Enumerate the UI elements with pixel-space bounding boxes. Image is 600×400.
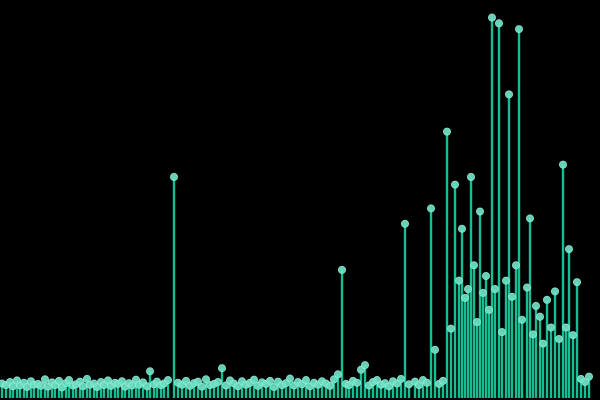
stem-marker [325,381,335,390]
stem-marker [352,378,362,387]
stem-marker [584,372,594,381]
stem-marker [36,381,46,390]
stem-marker [460,293,470,302]
stem-marker [554,334,564,344]
markers-layer [0,13,594,392]
stem-marker [64,376,74,385]
stem-marker [564,245,574,254]
stem-marker [438,376,448,385]
stem-marker [504,90,514,99]
stem-marker [472,318,482,327]
stem-marker [78,382,88,391]
stem-marker [546,323,556,332]
stem-marker [478,288,488,297]
stem-marker [360,361,370,370]
stem-marker [213,377,223,387]
stem-marker [561,323,571,332]
stem-marker [568,331,578,340]
stem-marker [497,328,507,337]
stem-marker [454,276,464,285]
stem-marker [265,376,275,385]
stem-marker [542,295,552,304]
stem-marker [511,261,521,270]
stem-marker [514,25,524,34]
stem-marker [535,312,545,321]
stem-marker [442,127,452,136]
stem-marker [457,224,467,233]
stem-marker [145,367,155,376]
stem-marker [197,382,207,391]
stem-marker [337,265,347,274]
stem-marker [501,276,511,285]
stem-marker [538,339,548,348]
stem-marker [142,382,152,391]
stem-marker [22,382,32,392]
stem-marker [217,364,227,373]
stem-marker [301,376,311,385]
stem-marker [269,382,279,392]
stem-marker [487,13,497,22]
stem-marker [463,285,473,294]
stem-marker [525,214,535,223]
stem-marker [572,278,582,287]
stem-marker [558,160,568,169]
stem-marker [475,207,485,216]
stem-marker [249,375,259,384]
stem-marker [426,204,436,213]
stem-marker [481,271,491,281]
stem-marker [40,375,50,384]
stem-marker [469,261,479,270]
stem-marker [450,180,460,189]
stem-marker [430,345,440,354]
stem-marker [396,374,406,383]
stem-marker [517,315,527,324]
stem-marker [466,172,476,182]
stem-marker [54,376,64,385]
stem-marker [490,285,500,294]
stem-marker [422,378,432,387]
stem-marker [580,377,590,387]
stem-marker [163,376,173,385]
stem-marker [169,172,179,182]
stem-marker [522,283,532,292]
stem-marker [285,374,295,383]
stem-marker [550,287,560,296]
stem-marker [400,219,410,228]
stem-marker [201,375,211,384]
stem-marker [528,330,538,339]
stem-marker [531,301,541,311]
stem-marker [446,324,456,333]
stem-marker [494,19,504,28]
stem-marker [507,292,517,301]
stem-marker [484,305,494,314]
stem-marker [333,370,343,379]
